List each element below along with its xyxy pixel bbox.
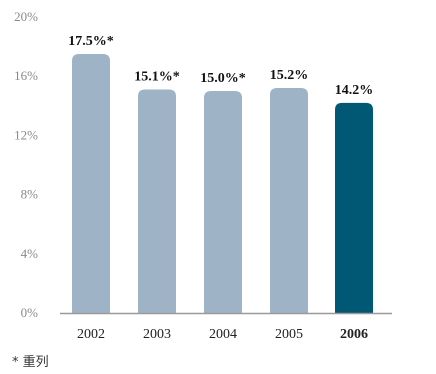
y-axis-ticks: 0% 4% 8% 12% 16% 20% <box>14 9 38 320</box>
x-tick-label-2004: 2004 <box>209 327 237 342</box>
y-tick-label: 16% <box>14 68 38 83</box>
footnote: * 重列 <box>12 355 49 370</box>
bar-2004 <box>204 91 242 313</box>
data-label-2002: 17.5%* <box>68 34 114 49</box>
y-tick-label: 12% <box>14 127 38 142</box>
x-tick-label-2005: 2005 <box>275 327 303 342</box>
bar-2005 <box>270 88 308 313</box>
bar-2006 <box>335 102 373 313</box>
x-tick-label-2006: 2006 <box>340 327 368 342</box>
x-tick-label-2002: 2002 <box>77 327 105 342</box>
y-tick-label: 20% <box>14 9 38 24</box>
y-tick-label: 4% <box>21 246 39 261</box>
data-label-2006: 14.2% <box>335 83 374 98</box>
y-tick-label: 8% <box>21 187 39 202</box>
bar-2003 <box>138 89 176 314</box>
y-tick-label: 0% <box>21 305 39 320</box>
bars <box>72 54 373 314</box>
data-label-2003: 15.1%* <box>134 70 180 85</box>
data-label-2005: 15.2% <box>270 68 309 83</box>
x-axis-ticks: 2002 2003 2004 2005 2006 <box>77 327 368 342</box>
x-tick-label-2003: 2003 <box>143 327 171 342</box>
data-label-2004: 15.0%* <box>200 71 246 86</box>
data-labels: 17.5%* 15.1%* 15.0%* 15.2% 14.2% <box>68 34 373 98</box>
bar-2002 <box>72 54 110 313</box>
